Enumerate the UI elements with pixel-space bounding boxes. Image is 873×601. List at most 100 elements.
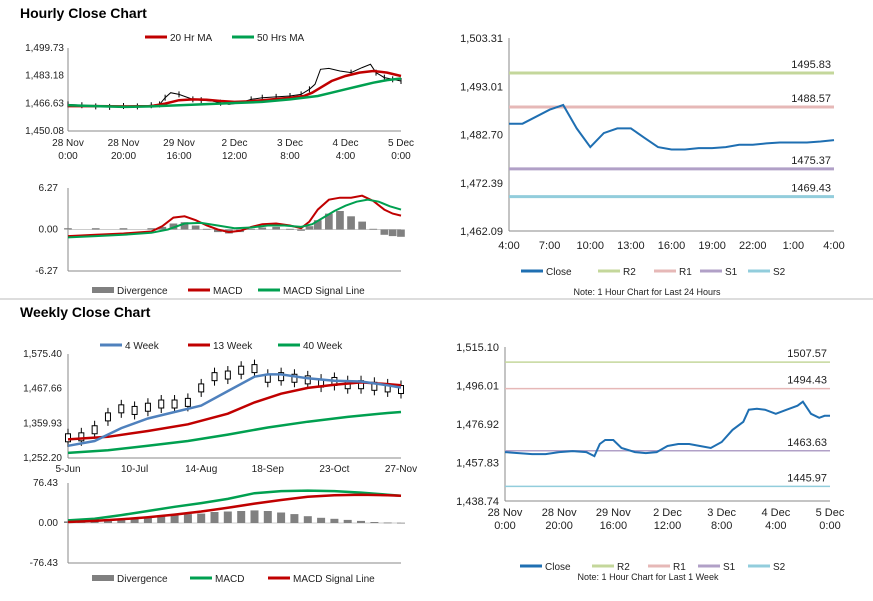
x-tick-label: 8:00 [711, 520, 732, 532]
divergence-bar [91, 228, 100, 230]
x-tick-label: 18-Sep [252, 464, 285, 475]
x-tick-label: 10-Jul [121, 464, 148, 475]
weekly-candle-body [211, 372, 218, 382]
macd-signal-line [67, 493, 402, 524]
y-tick-label: 1,462.09 [460, 226, 503, 238]
x-tick-label: 22:00 [739, 240, 767, 252]
y-tick-label: 1,496.01 [456, 381, 499, 393]
x-tick-label: 1:00 [783, 240, 804, 252]
weekly-candle-body [251, 364, 258, 374]
chart-note: Note: 1 Hour Chart for Last 24 Hours [573, 287, 721, 297]
x-tick-label: 3 Dec [707, 507, 736, 519]
legend-13-week-label: 13 Week [213, 341, 253, 352]
level-s1-label: 1475.37 [791, 155, 831, 167]
divergence-bar [286, 228, 294, 230]
y-tick-label: 1,483.18 [25, 71, 64, 82]
week40-line [67, 410, 402, 455]
weekly-levels-panel: 1,515.10 1,496.01 1,476.92 1,457.83 1,438.74… [456, 342, 845, 582]
weekly-candle-body [104, 412, 111, 422]
legend-close-label: Close [546, 267, 572, 278]
divergence-bar [383, 522, 392, 524]
y-tick-label: 1,457.83 [456, 458, 499, 470]
level-r1-label: 1488.57 [791, 93, 831, 105]
weekly-candle-body [144, 402, 151, 412]
x-tick-label: 4:00 [498, 240, 519, 252]
x-tick-label: 29 Nov [596, 507, 631, 519]
level-s2-label: 1445.97 [787, 472, 827, 484]
y-tick-label: 6.27 [39, 183, 59, 194]
divergence-bar [143, 516, 152, 523]
legend-40-week-label: 40 Week [303, 341, 343, 352]
x-tick-label: 8:00 [280, 151, 300, 162]
divergence-bar [336, 211, 344, 230]
y-tick-label: -76.43 [30, 558, 59, 569]
divergence-bar [250, 510, 259, 523]
weekly-candle-body [65, 433, 71, 443]
hourly-macd-panel: 6.27 0.00 -6.27 Divergence MACD MACD Signal L… [35, 183, 405, 297]
hourly-section-title: Hourly Close Chart [20, 5, 147, 21]
weekly-candle-body [118, 404, 125, 414]
legend-divergence-label: Divergence [117, 574, 168, 585]
weekly-candle-body [198, 383, 205, 393]
legend-s1-label: S1 [725, 267, 738, 278]
level-r2-label: 1507.57 [787, 348, 827, 360]
x-tick-label: 5-Jun [55, 464, 80, 475]
x-tick-label: 29 Nov [163, 138, 195, 149]
x-tick-label: 5 Dec [388, 138, 414, 149]
legend-20hr-ma-label: 20 Hr MA [170, 33, 213, 44]
week4-line [67, 373, 402, 448]
y-tick-label: 1,450.08 [25, 126, 64, 137]
divergence-bar [369, 228, 378, 230]
divergence-bar [358, 221, 366, 230]
divergence-bar [247, 228, 255, 230]
legend-r1-label: R1 [673, 562, 686, 573]
legend-r2-label: R2 [617, 562, 630, 573]
divergence-bar [317, 517, 326, 523]
x-tick-label: 12:00 [222, 151, 247, 162]
weekly-candle-body [304, 375, 311, 385]
x-tick-label: 16:00 [658, 240, 686, 252]
x-tick-label: 28 Nov [108, 138, 140, 149]
divergence-bar [180, 222, 189, 230]
y-tick-label: 0.00 [39, 225, 59, 236]
weekly-candle-body [291, 373, 298, 383]
close-line [504, 400, 830, 458]
y-tick-label: 0.00 [39, 518, 59, 529]
macd-signal-line [67, 198, 402, 239]
y-tick-label: 1,466.63 [25, 98, 64, 109]
weekly-candle-body [78, 432, 85, 442]
x-tick-label: 2 Dec [221, 138, 247, 149]
divergence-bar [303, 516, 312, 523]
x-tick-label: 19:00 [698, 240, 726, 252]
x-tick-label: 2 Dec [653, 507, 682, 519]
y-tick-label: 1,515.10 [456, 342, 499, 354]
level-s1-label: 1463.63 [787, 437, 827, 449]
weekly-candle-body [171, 399, 178, 409]
y-tick-label: 1,252.20 [23, 453, 62, 464]
x-tick-label: 0:00 [391, 151, 411, 162]
legend-macd-signal-label: MACD Signal Line [293, 574, 375, 585]
divergence-bar [158, 226, 167, 230]
x-tick-label: 16:00 [166, 151, 191, 162]
x-tick-label: 13:00 [617, 240, 645, 252]
divergence-bar [147, 228, 156, 230]
divergence-bar [202, 228, 211, 230]
x-tick-label: 4:00 [336, 151, 356, 162]
y-tick-label: 1,575.40 [23, 349, 62, 360]
y-tick-label: 1,467.66 [23, 384, 62, 395]
x-tick-label: 28 Nov [488, 507, 523, 519]
divergence-bar [117, 518, 126, 523]
x-tick-label: 23-Oct [319, 464, 349, 475]
weekly-candle-body [398, 385, 404, 395]
divergence-bar [64, 228, 72, 230]
x-tick-label: 10:00 [576, 240, 604, 252]
weekly-section-title: Weekly Close Chart [20, 304, 151, 320]
hourly-levels-panel: 1,503.31 1,493.01 1,482.70 1,472.39 1,462.09… [460, 33, 845, 297]
divergence-bar [290, 514, 299, 523]
x-tick-label: 14-Aug [185, 464, 217, 475]
divergence-bar [357, 520, 365, 523]
x-tick-label: 20:00 [111, 151, 136, 162]
legend-s1-label: S1 [723, 562, 736, 573]
legend-macd-signal-label: MACD Signal Line [283, 286, 365, 297]
